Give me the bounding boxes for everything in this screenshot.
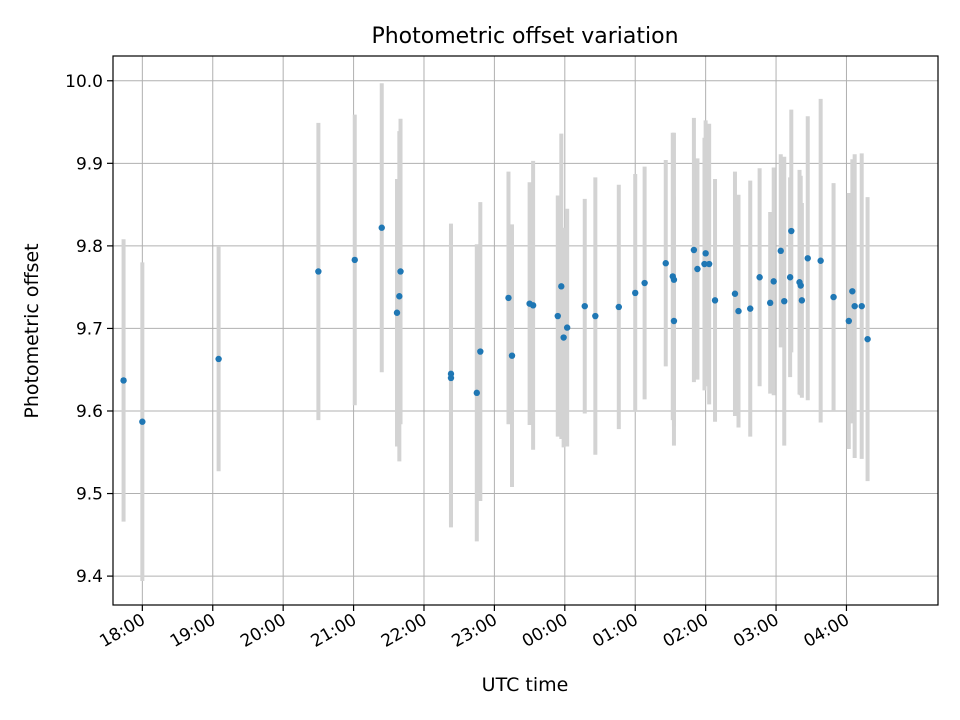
y-tick-label: 9.8 xyxy=(76,237,103,257)
data-point xyxy=(864,336,870,342)
data-point xyxy=(787,274,793,280)
data-point xyxy=(702,250,708,256)
data-point xyxy=(558,283,564,289)
data-point xyxy=(120,377,126,383)
data-point xyxy=(799,297,805,303)
data-point xyxy=(691,247,697,253)
y-tick-label: 10.0 xyxy=(65,72,103,92)
data-point xyxy=(555,313,561,319)
data-point xyxy=(851,303,857,309)
data-point xyxy=(379,225,385,231)
data-point xyxy=(767,300,773,306)
chart-title: Photometric offset variation xyxy=(371,24,678,49)
data-point xyxy=(448,371,454,377)
data-point xyxy=(805,255,811,261)
data-point xyxy=(474,390,480,396)
data-point xyxy=(616,304,622,310)
data-point xyxy=(859,303,865,309)
y-tick-label: 9.5 xyxy=(76,485,103,505)
x-axis-label: UTC time xyxy=(482,674,569,696)
data-point xyxy=(560,334,566,340)
data-point xyxy=(592,313,598,319)
data-point xyxy=(564,324,570,330)
data-point xyxy=(830,294,836,300)
y-axis-label: Photometric offset xyxy=(21,243,43,418)
data-point xyxy=(671,318,677,324)
data-point xyxy=(505,295,511,301)
data-point xyxy=(788,228,794,234)
data-point xyxy=(663,260,669,266)
data-point xyxy=(778,248,784,254)
data-point xyxy=(846,318,852,324)
data-point xyxy=(215,356,221,362)
y-tick-label: 9.7 xyxy=(76,319,103,339)
data-point xyxy=(694,266,700,272)
data-point xyxy=(732,291,738,297)
data-point xyxy=(817,258,823,264)
data-point xyxy=(849,288,855,294)
data-point xyxy=(394,310,400,316)
data-point xyxy=(352,257,358,263)
data-point xyxy=(797,282,803,288)
data-point xyxy=(641,280,647,286)
data-point xyxy=(712,297,718,303)
data-point xyxy=(582,303,588,309)
data-point xyxy=(671,277,677,283)
data-point xyxy=(509,352,515,358)
data-point xyxy=(747,305,753,311)
data-point xyxy=(632,290,638,296)
data-point xyxy=(756,274,762,280)
data-point xyxy=(706,261,712,267)
data-point xyxy=(396,293,402,299)
data-point xyxy=(315,268,321,274)
data-point xyxy=(397,268,403,274)
data-point xyxy=(477,348,483,354)
y-tick-label: 9.4 xyxy=(76,567,103,587)
data-point xyxy=(530,302,536,308)
y-tick-label: 9.9 xyxy=(76,154,103,174)
data-point xyxy=(139,419,145,425)
data-point xyxy=(735,308,741,314)
data-point xyxy=(771,278,777,284)
y-tick-label: 9.6 xyxy=(76,402,103,422)
data-point xyxy=(781,298,787,304)
